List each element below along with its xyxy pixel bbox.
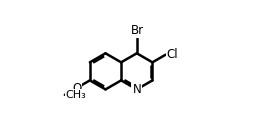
Text: O: O bbox=[72, 82, 81, 95]
Text: N: N bbox=[132, 83, 141, 96]
Text: Br: Br bbox=[131, 24, 144, 37]
Text: Cl: Cl bbox=[166, 48, 178, 61]
Text: CH₃: CH₃ bbox=[66, 90, 86, 100]
